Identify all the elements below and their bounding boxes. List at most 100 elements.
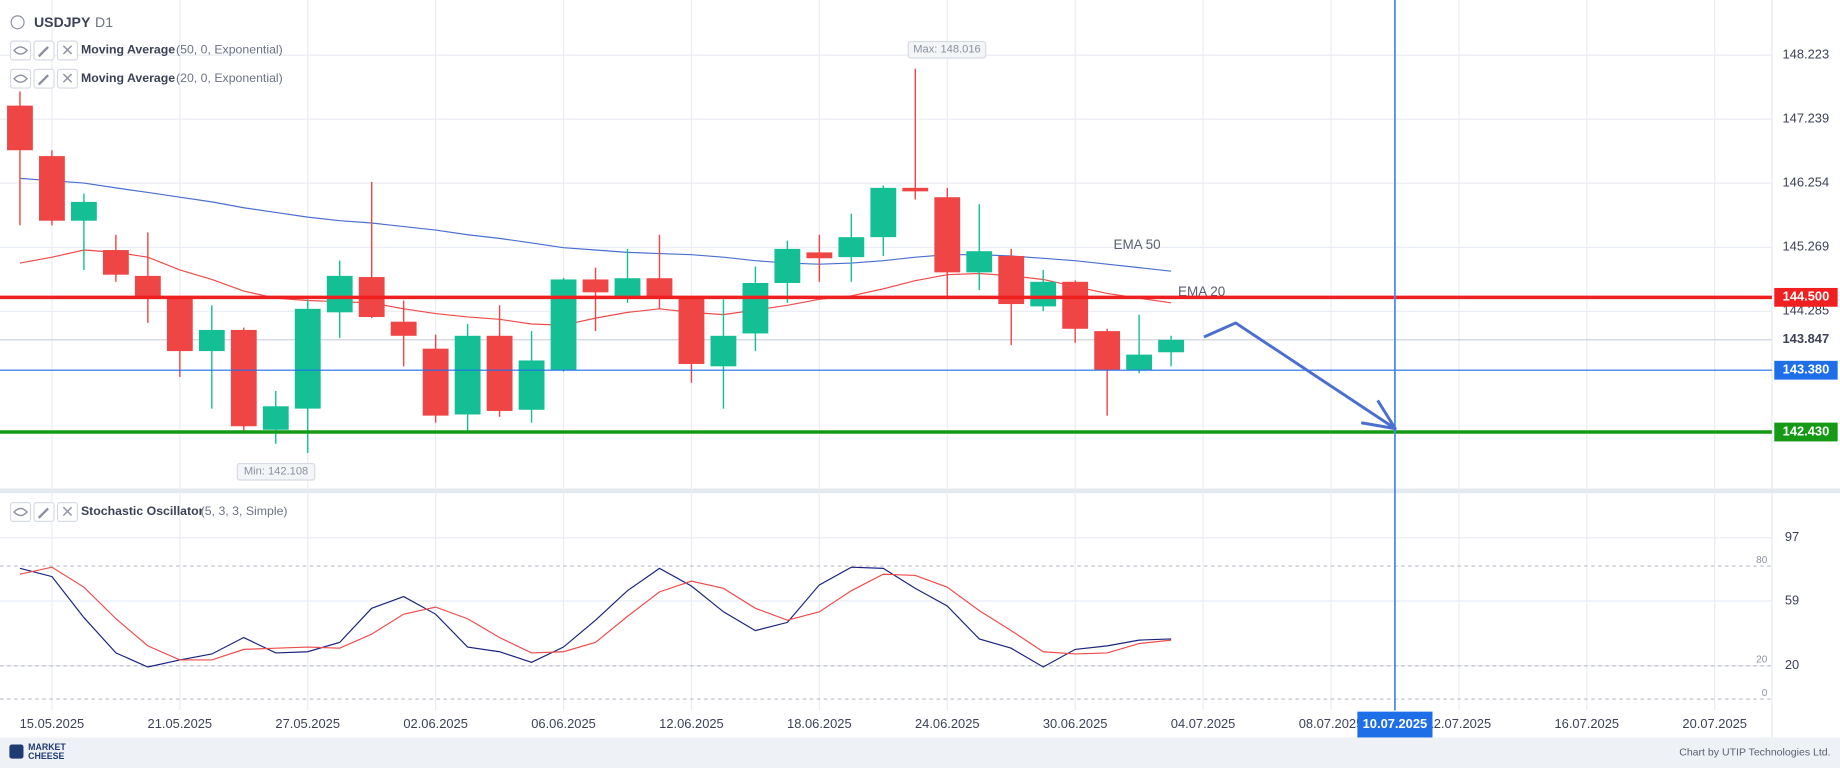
candle-body <box>1030 281 1057 307</box>
candle-body <box>902 187 929 192</box>
eye-button[interactable] <box>9 502 32 522</box>
symbol: USDJPY <box>34 14 91 30</box>
candle-body <box>838 237 865 258</box>
indicator-name: Stochastic Oscillator <box>81 504 204 518</box>
footer-band <box>0 737 1840 768</box>
annotation: Min: 142.108 <box>244 466 308 478</box>
candle-body <box>1158 339 1185 353</box>
y-tick-label: 20 <box>1785 657 1799 672</box>
level-label: 0 <box>1762 688 1768 699</box>
legend-icons <box>13 45 73 519</box>
last-price-label: 143.847 <box>1783 331 1830 346</box>
candle-body <box>70 201 97 221</box>
logo-mark <box>9 744 24 759</box>
annotation-box <box>236 462 316 481</box>
candle-body <box>1062 281 1089 329</box>
level-label: 143.380 <box>1783 362 1830 377</box>
indicator-params: (5, 3, 3, Simple) <box>201 504 288 518</box>
candle-body <box>806 252 833 259</box>
cursor-label: 10.07.2025 <box>1363 716 1428 731</box>
level-label-box <box>1774 422 1838 442</box>
x-tick-label: 12.07.2025 <box>1427 716 1492 731</box>
annotation-box <box>907 40 987 59</box>
candle-body <box>710 335 737 367</box>
indicator-params: (50, 0, Exponential) <box>176 43 283 57</box>
candle-body <box>422 348 449 416</box>
candle-body <box>870 187 897 238</box>
candle-body <box>134 275 161 298</box>
info-icon[interactable] <box>10 15 25 30</box>
x-tick-label: 04.07.2025 <box>1171 716 1236 731</box>
candle-body <box>39 156 65 221</box>
eye-button[interactable] <box>9 68 32 89</box>
level-label: 80 <box>1756 555 1768 566</box>
logo-text: MARKET <box>28 742 66 752</box>
candle-body <box>486 335 513 411</box>
y-tick-label: 145.269 <box>1783 239 1830 254</box>
indicator-line <box>19 566 1172 661</box>
logo-text: CHEESE <box>28 751 64 761</box>
candle-body <box>742 282 769 334</box>
candle-body <box>7 105 33 151</box>
series-label: EMA 20 <box>1178 284 1225 299</box>
x-tick-label: 18.06.2025 <box>787 716 852 731</box>
indicator-params: (20, 0, Exponential) <box>176 71 283 85</box>
candle-body <box>198 329 225 352</box>
forecast-arrow <box>1203 321 1397 431</box>
candle-body <box>390 321 417 336</box>
x-tick-label: 08.07.2025 <box>1299 716 1364 731</box>
level-label: 20 <box>1756 655 1768 666</box>
candle-body <box>166 297 193 352</box>
y-tick-label: 148.223 <box>1783 47 1830 62</box>
y-tick-label: 147.239 <box>1783 111 1830 126</box>
close-icon <box>62 45 73 517</box>
candle-body <box>646 278 673 298</box>
candle-body <box>102 250 129 275</box>
x-tick-label: 12.06.2025 <box>659 716 724 731</box>
candle-body <box>1094 331 1121 370</box>
y-tick-label: 97 <box>1785 529 1799 544</box>
wrench-icon <box>37 46 49 519</box>
x-tick-label: 16.07.2025 <box>1555 716 1620 731</box>
candle-body <box>934 197 961 273</box>
annotation: Max: 148.016 <box>913 44 980 56</box>
candle-body <box>966 251 993 273</box>
credit: Chart by UTIP Technologies Ltd. <box>1679 747 1830 759</box>
plot-layer: 15.05.2025 21.05.2025 27.05.2025 02.06.2025… <box>0 0 1838 738</box>
timeframe: D1 <box>95 14 113 30</box>
candle-body <box>1126 354 1153 370</box>
level-label-box <box>1774 360 1838 380</box>
series-label: EMA 50 <box>1113 237 1160 252</box>
indicator-line <box>19 566 1172 668</box>
candle-body <box>582 279 609 293</box>
candle-body <box>550 279 577 370</box>
x-tick-label: 02.06.2025 <box>403 716 468 731</box>
candle-body <box>518 360 545 410</box>
indicator-name: Moving Average <box>81 43 175 57</box>
x-tick-label: 20.07.2025 <box>1682 716 1747 731</box>
eye-icon <box>13 46 28 517</box>
candle-body <box>294 308 321 409</box>
eye-button[interactable] <box>9 40 32 61</box>
x-tick-label: 24.06.2025 <box>915 716 980 731</box>
y-tick-label: 146.254 <box>1783 175 1830 190</box>
indicator-name: Moving Average <box>81 71 175 85</box>
candle-body <box>774 248 801 283</box>
y-tick-label: 59 <box>1785 592 1799 607</box>
cursor-label-box <box>1357 711 1433 738</box>
x-tick-label: 30.06.2025 <box>1043 716 1108 731</box>
x-tick-label: 06.06.2025 <box>531 716 596 731</box>
candle-body <box>326 275 353 313</box>
panel-separator <box>0 488 1840 494</box>
level-label: 142.430 <box>1783 423 1830 438</box>
candle-body <box>262 406 289 430</box>
level-label: 144.500 <box>1783 289 1830 304</box>
x-tick-label: 15.05.2025 <box>20 716 85 731</box>
indicator-row: Moving Average (20, 0, Exponential) <box>9 68 283 89</box>
x-tick-label: 27.05.2025 <box>275 716 340 731</box>
candle-body <box>678 297 705 364</box>
candle-body <box>230 329 257 427</box>
